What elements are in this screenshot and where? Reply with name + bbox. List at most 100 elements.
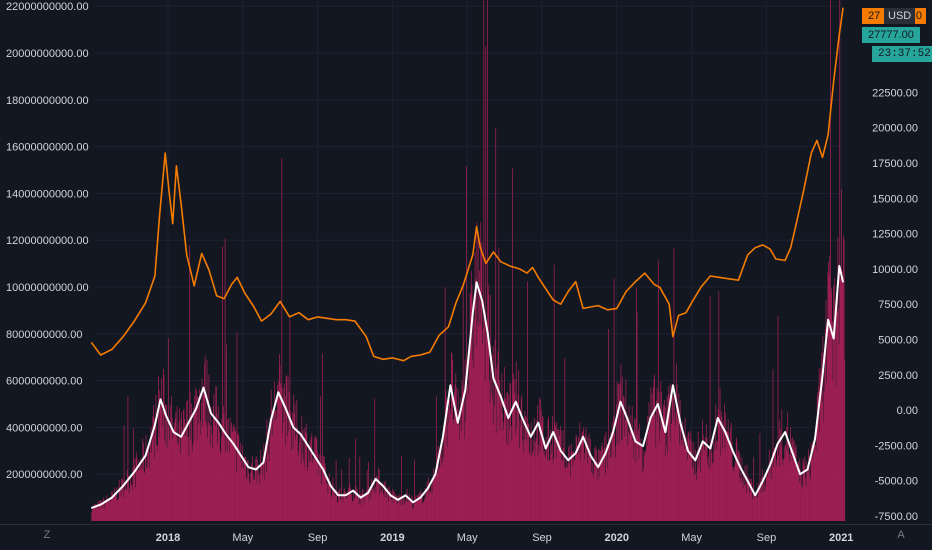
volume-bar [767,477,768,521]
volume-bar [497,364,498,521]
volume-bar [115,496,117,521]
volume-bar [476,222,478,521]
volume-bar [249,484,251,521]
volume-bar [432,468,434,521]
volume-bar [494,406,495,521]
volume-bar [202,389,204,521]
volume-bar [800,473,802,521]
volume-bar [131,485,132,521]
volume-bar [236,332,238,521]
volume-bar [752,494,754,521]
currency-label[interactable]: USD [884,8,916,24]
volume-bar [260,449,262,521]
volume-bar [164,439,166,521]
volume-bar [147,448,149,521]
volume-bar [98,500,100,521]
volume-bar [696,479,697,521]
volume-bar [664,456,666,521]
volume-bar [516,429,518,521]
volume-bar [174,418,176,521]
volume-bar [507,392,508,521]
volume-bar [419,492,420,521]
volume-bar [794,451,796,521]
volume-bar [830,0,831,521]
zoom-icon[interactable]: Z [43,529,51,541]
volume-bar [510,384,511,521]
volume-bar [385,486,387,521]
volume-bar [603,467,604,521]
volume-bar [296,399,298,521]
volume-bar [449,409,451,521]
volume-bar [518,370,520,521]
volume-bar [176,406,178,521]
volume-bar [629,435,631,521]
volume-bar [249,481,250,521]
volume-bar [580,461,581,521]
volume-bar [561,460,563,521]
volume-bar [445,390,447,521]
volume-bar [563,448,564,521]
volume-bar [840,274,842,521]
volume-bar [704,450,705,521]
volume-bar [722,421,724,521]
x-axis-tick: 2019 [380,532,404,544]
volume-bar [257,464,259,521]
volume-bar [608,444,610,521]
x-axis-tick: Sep [532,532,552,544]
volume-bar [108,499,109,521]
volume-bar [157,450,159,521]
volume-bar [635,463,637,521]
volume-bar [760,481,761,521]
volume-bar [505,398,506,521]
right-axis-tick: 22500.00 [872,87,918,99]
volume-bar [704,447,706,521]
volume-bar [727,431,728,521]
volume-bar [648,402,650,521]
volume-bar [600,463,602,521]
right-axis-tick: 7500.00 [878,299,918,311]
volume-bar [697,450,698,521]
volume-bar [135,457,137,521]
volume-bar [806,472,808,521]
volume-bar [117,500,119,521]
volume-bar [207,422,209,521]
volume-bar [450,413,452,521]
volume-bar [808,456,810,521]
volume-bar [806,461,808,521]
volume-bar [143,471,145,521]
volume-bar [373,493,375,521]
volume-bar [195,388,197,521]
volume-bar [552,416,553,521]
volume-bar [723,427,725,521]
volume-bar [280,383,281,521]
volume-bar [488,284,490,521]
volume-bar [343,492,344,521]
volume-bar [662,404,664,521]
volume-bar [167,448,169,521]
volume-bar [417,496,419,521]
volume-bar [204,363,205,521]
volume-bar [474,251,476,522]
volume-bar [454,392,455,521]
volume-bar [141,465,142,521]
volume-bar [298,442,300,521]
volume-bar [358,504,360,521]
volume-bar [811,441,813,521]
volume-bar [506,391,508,521]
right-axis-tick: 10000.00 [872,264,918,276]
volume-bar [199,420,201,521]
x-axis-tick: 2021 [829,532,853,544]
volume-bar [757,482,759,521]
volume-bar [245,456,247,521]
volume-bar [536,420,538,521]
volume-bar [767,469,769,521]
volume-bar [253,479,255,521]
auto-scale-icon[interactable]: A [897,529,905,541]
volume-bar [672,396,674,521]
volume-bar [604,435,606,521]
volume-bar [256,482,258,521]
volume-bar [144,453,146,521]
volume-bar [288,431,290,521]
volume-bar [267,431,268,521]
